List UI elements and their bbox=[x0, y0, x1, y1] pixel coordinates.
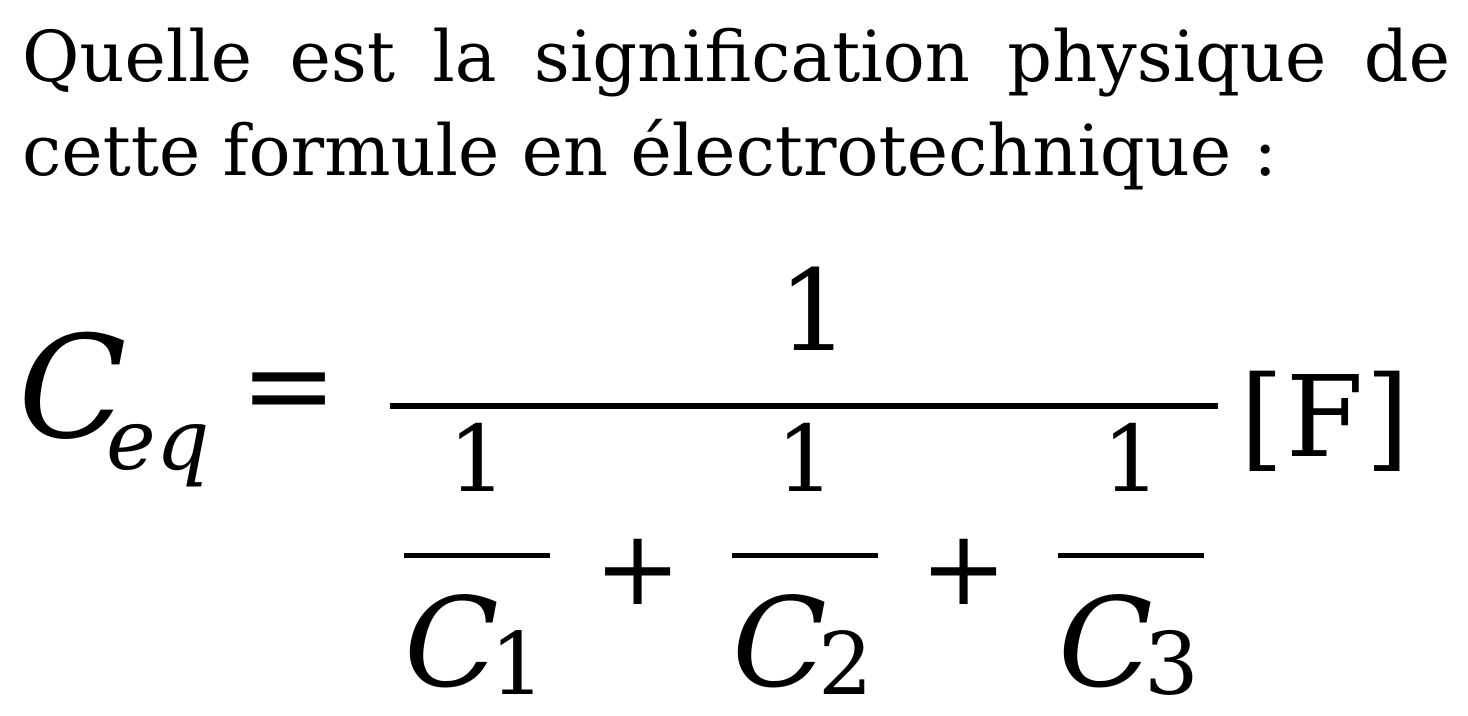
formula-lhs-symbol: C bbox=[18, 306, 127, 471]
question-line-2: cette formule en électrotechnique : bbox=[22, 110, 1278, 192]
term-2-symbol: C bbox=[732, 572, 827, 716]
term-1-symbol: C bbox=[404, 572, 499, 716]
term-1-subscript: 1 bbox=[490, 615, 545, 715]
term-2-subscript: 2 bbox=[818, 615, 873, 715]
term-1-fraction-bar bbox=[404, 553, 550, 558]
formula-unit: [F] bbox=[1240, 353, 1412, 483]
formula-equals: = bbox=[240, 318, 338, 453]
plus-sign-1: + bbox=[594, 507, 682, 629]
plus-sign-2: + bbox=[920, 507, 1008, 629]
term-2-fraction-bar bbox=[732, 553, 878, 558]
term-3-numerator: 1 bbox=[1102, 406, 1161, 513]
question-text: Quelle est la signification physique de … bbox=[22, 10, 1450, 198]
term-2-numerator: 1 bbox=[776, 406, 835, 513]
term-3-fraction-bar bbox=[1058, 553, 1204, 558]
term-1-numerator: 1 bbox=[448, 406, 507, 513]
term-3-subscript: 3 bbox=[1144, 615, 1199, 715]
formula-lhs-subscript: eq bbox=[106, 391, 210, 489]
question-line-1: Quelle est la signification physique de bbox=[22, 16, 1450, 98]
formula-main-fraction-bar bbox=[390, 403, 1218, 409]
term-3-symbol: C bbox=[1058, 572, 1153, 716]
formula-numerator: 1 bbox=[778, 247, 850, 377]
